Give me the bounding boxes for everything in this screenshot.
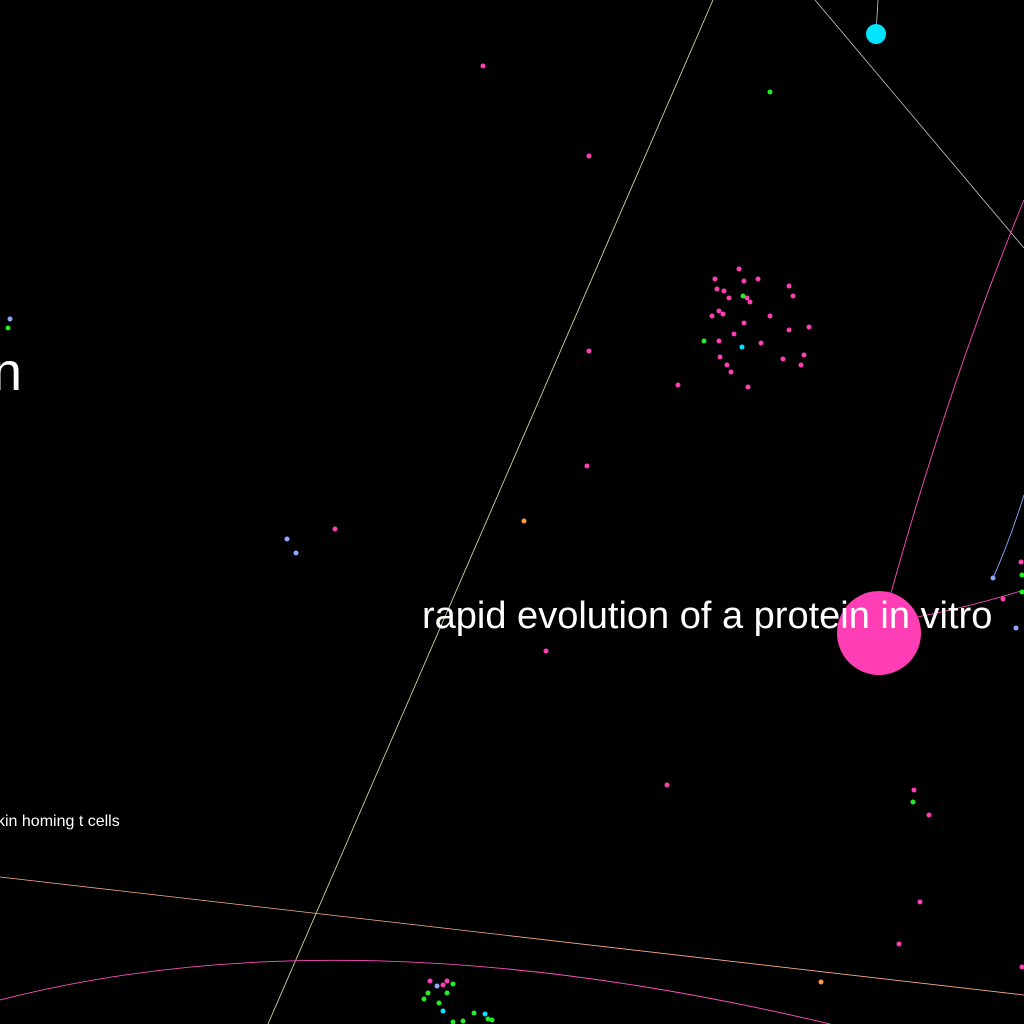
left-edge-label-fragment: n — [0, 342, 22, 402]
graph-node-pink-25[interactable] — [747, 299, 753, 305]
graph-node-green-75[interactable] — [450, 1019, 456, 1024]
edge-horizontal-salmon — [0, 876, 1024, 996]
nodes — [5, 24, 1024, 1024]
graph-node-pink-26[interactable] — [786, 283, 792, 289]
graph-node-pink-17[interactable] — [712, 276, 718, 282]
graph-node-green-49[interactable] — [5, 325, 11, 331]
graph-node-blue-54[interactable] — [284, 536, 290, 542]
graph-node-green-66[interactable] — [444, 990, 450, 996]
graph-node-green-46[interactable] — [701, 338, 707, 344]
graph-node-pink-8[interactable] — [543, 648, 549, 654]
graph-node-pink-38[interactable] — [717, 354, 723, 360]
graph-node-cyan-69[interactable] — [440, 1008, 446, 1014]
graph-node-pink-27[interactable] — [790, 293, 796, 299]
graph-node-pink-21[interactable] — [714, 286, 720, 292]
edge-blue-right — [992, 494, 1024, 579]
edge-pink-bottom-arc — [0, 959, 831, 1024]
graph-node-pink-33[interactable] — [806, 324, 812, 330]
graph-node-orange-58[interactable] — [521, 518, 527, 524]
graph-node-pink-37[interactable] — [758, 340, 764, 346]
graph-node-pink-40[interactable] — [801, 352, 807, 358]
labels: rapid evolution of a protein in vitro n … — [0, 342, 992, 830]
graph-node-pink-12[interactable] — [917, 899, 923, 905]
graph-node-pink-7[interactable] — [332, 526, 338, 532]
graph-node-green-68[interactable] — [436, 1000, 442, 1006]
graph-node-pink-36[interactable] — [716, 338, 722, 344]
graph-node-pink-10[interactable] — [911, 787, 917, 793]
graph-node-cyan-47[interactable] — [739, 344, 745, 350]
graph-node-pink-28[interactable] — [716, 308, 722, 314]
graph-node-green-50[interactable] — [910, 799, 916, 805]
graph-node-pink-63[interactable] — [440, 982, 446, 988]
graph-node-green-64[interactable] — [450, 981, 456, 987]
graph-node-pink-19[interactable] — [741, 278, 747, 284]
graph-node-pink-11[interactable] — [926, 812, 932, 818]
graph-node-pink-23[interactable] — [726, 295, 732, 301]
graph-node-pink-42[interactable] — [798, 362, 804, 368]
graph-node-pink-29[interactable] — [709, 313, 715, 319]
graph-node-pink-3[interactable] — [586, 153, 592, 159]
graph-node-green-52[interactable] — [1019, 589, 1024, 595]
graph-node-pink-9[interactable] — [664, 782, 670, 788]
graph-node-green-51[interactable] — [1019, 572, 1024, 578]
graph-node-green-65[interactable] — [425, 990, 431, 996]
graph-node-green-74[interactable] — [460, 1018, 466, 1024]
graph-node-pink-34[interactable] — [786, 327, 792, 333]
graph-node-orange-59[interactable] — [818, 979, 824, 985]
graph-node-pink-24[interactable] — [744, 295, 750, 301]
edge-top-right-diagonal — [814, 0, 1024, 249]
graph-node-green-45[interactable] — [740, 293, 746, 299]
graph-node-pink-22[interactable] — [721, 288, 727, 294]
graph-node-blue-53[interactable] — [7, 316, 13, 322]
graph-node-blue-57[interactable] — [1013, 625, 1019, 631]
graph-node-pink-15[interactable] — [1018, 559, 1024, 565]
graph-node-pink-61[interactable] — [444, 978, 450, 984]
graph-node-pink-16[interactable] — [1000, 596, 1006, 602]
graph-node-blue-62[interactable] — [434, 983, 440, 989]
graph-node-cyan-71[interactable] — [482, 1011, 488, 1017]
graph-node-pink-30[interactable] — [720, 311, 726, 317]
graph-node-blue-56[interactable] — [990, 575, 996, 581]
graph-node-pink-35[interactable] — [731, 331, 737, 337]
graph-node-pink-60[interactable] — [427, 978, 433, 984]
graph-node-pink-41[interactable] — [724, 362, 730, 368]
graph-node-blue-55[interactable] — [293, 550, 299, 556]
graph-node-pink-43[interactable] — [728, 369, 734, 375]
graph-node-pink-5[interactable] — [584, 463, 590, 469]
main-node-label: rapid evolution of a protein in vitro — [422, 595, 992, 637]
graph-node-green-70[interactable] — [471, 1010, 477, 1016]
graph-node-green-67[interactable] — [421, 996, 427, 1002]
graph-node-pink-20[interactable] — [755, 276, 761, 282]
graph-node-pink-2[interactable] — [480, 63, 486, 69]
graph-node-pink-31[interactable] — [767, 313, 773, 319]
graph-node-pink-44[interactable] — [745, 384, 751, 390]
hub-node-pink[interactable] — [837, 591, 921, 675]
graph-node-green-72[interactable] — [485, 1016, 491, 1022]
edge-pink-upward-curve — [888, 199, 1024, 601]
small-node-label: kin homing t cells — [0, 813, 120, 830]
graph-node-pink-4[interactable] — [586, 348, 592, 354]
graph-node-pink-39[interactable] — [780, 356, 786, 362]
graph-node-green-48[interactable] — [767, 89, 773, 95]
graph-node-pink-18[interactable] — [736, 266, 742, 272]
graph-node-pink-13[interactable] — [896, 941, 902, 947]
edge-long-diagonal — [267, 0, 714, 1024]
graph-node-green-73[interactable] — [489, 1017, 495, 1023]
hub-node-cyan[interactable] — [866, 24, 886, 44]
graph-node-pink-32[interactable] — [741, 320, 747, 326]
graph-node-pink-14[interactable] — [1019, 964, 1024, 970]
graph-node-pink-6[interactable] — [675, 382, 681, 388]
